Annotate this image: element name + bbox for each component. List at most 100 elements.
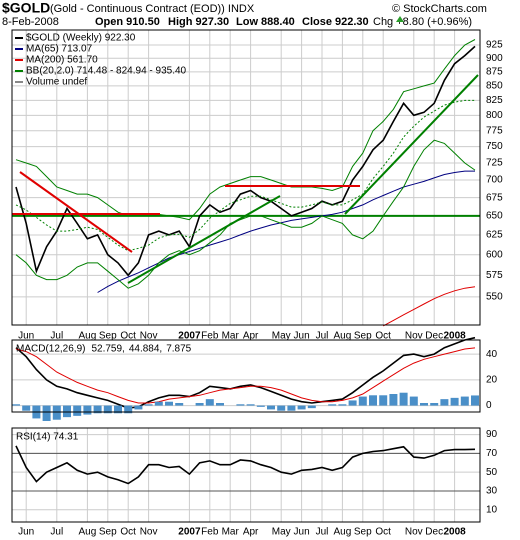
x-tick-label: Jul xyxy=(50,331,63,342)
histogram-bar xyxy=(420,403,428,406)
series-line xyxy=(15,45,476,277)
y-tick-label: 40 xyxy=(486,349,498,360)
legend-label: BB(20,2.0) 714.48 - 824.94 - 935.40 xyxy=(26,66,187,77)
panel xyxy=(12,428,480,522)
histogram-bar xyxy=(348,400,357,406)
legend-label: 52.759, xyxy=(91,344,124,355)
x-tick-label: 2007 xyxy=(178,331,201,342)
series-line xyxy=(15,347,476,404)
trendline xyxy=(19,171,133,253)
histogram-bar xyxy=(409,396,418,406)
histogram-bar xyxy=(42,405,51,421)
y-tick-label: 875 xyxy=(486,67,503,78)
y-tick-label: 600 xyxy=(486,249,503,260)
y-tick-label: 675 xyxy=(486,192,503,203)
histogram-bar xyxy=(277,405,286,411)
x-tick-label: Jul xyxy=(316,331,329,342)
x-tick-label: Apr xyxy=(243,331,259,342)
x-tick-label: Sep xyxy=(99,331,117,342)
histogram-bar xyxy=(369,395,377,406)
series-line xyxy=(15,445,476,485)
x-tick-label: Aug xyxy=(334,527,352,538)
y-tick-label: 30 xyxy=(486,486,498,497)
y-tick-label: 825 xyxy=(486,95,503,106)
histogram-bar xyxy=(165,401,173,406)
y-tick-label: 90 xyxy=(486,429,498,440)
series-line xyxy=(15,139,476,289)
histogram-bar xyxy=(450,397,459,406)
x-tick-label: Oct xyxy=(375,331,391,342)
y-tick-label: 20 xyxy=(486,374,498,385)
trendlines xyxy=(12,74,479,284)
close: Close 922.30 xyxy=(302,16,369,28)
series-line xyxy=(382,286,476,327)
y-tick-label: 775 xyxy=(486,125,503,136)
open: Open 910.50 xyxy=(95,16,160,28)
high: High 927.30 xyxy=(168,16,229,28)
y-tick-label: 50 xyxy=(486,467,498,478)
histogram-bar xyxy=(93,405,102,414)
series-line xyxy=(15,39,476,221)
x-tick-label: Nov xyxy=(140,527,158,538)
histogram-bar xyxy=(83,405,92,415)
histogram-bar xyxy=(287,405,296,411)
panel-border xyxy=(11,29,481,326)
histogram-bar xyxy=(358,396,367,406)
x-tick-label: Nov xyxy=(405,331,423,342)
panel-title: RSI(14) 74.31 xyxy=(16,432,79,443)
x-tick-label: Sep xyxy=(354,331,372,342)
trendline xyxy=(127,195,281,284)
y-tick-label: 800 xyxy=(486,110,503,121)
low: Low 888.40 xyxy=(236,16,295,28)
histogram-bar xyxy=(73,405,82,416)
y-tick-label: 900 xyxy=(486,53,503,64)
histogram-bar xyxy=(144,404,153,406)
histogram-bar xyxy=(52,405,61,420)
histogram-bar xyxy=(216,403,224,406)
symbol: $GOLD xyxy=(2,0,50,16)
x-tick-label: Dec xyxy=(425,331,443,342)
histogram-bar xyxy=(267,405,275,410)
x-tick-label: Sep xyxy=(99,527,117,538)
histogram-bar xyxy=(297,405,306,410)
x-tick-label: Oct xyxy=(375,527,391,538)
x-tick-label: Aug xyxy=(79,527,97,538)
x-tick-label: Dec xyxy=(425,527,443,538)
x-tick-label: Nov xyxy=(405,527,423,538)
histogram-bar xyxy=(103,405,112,414)
histogram-bar xyxy=(22,405,31,411)
histogram-bar xyxy=(205,399,214,406)
histogram-bar xyxy=(379,395,388,406)
histogram-bar xyxy=(460,396,469,406)
panel-title: MACD(12,26,9) xyxy=(16,344,85,355)
legend-label: $GOLD (Weekly) 922.30 xyxy=(26,33,136,44)
x-tick-label: Apr xyxy=(243,527,259,538)
x-tick-label: Nov xyxy=(140,331,158,342)
y-tick-label: 575 xyxy=(486,270,503,281)
legend-label: 7.875 xyxy=(166,344,191,355)
x-tick-label: 2008 xyxy=(443,331,466,342)
series-line xyxy=(15,99,475,252)
x-tick-label: Jul xyxy=(316,527,329,538)
histogram-bar xyxy=(124,405,133,414)
y-tick-label: 650 xyxy=(486,211,503,222)
change: Chg +8.80 (+0.96%) xyxy=(373,16,472,28)
y-tick-label: 750 xyxy=(486,141,503,152)
x-tick-label: Mar xyxy=(222,331,240,342)
date: 8-Feb-2008 xyxy=(2,16,59,28)
histogram-bar xyxy=(256,405,265,407)
y-tick-label: 725 xyxy=(486,158,503,169)
histogram-bar xyxy=(63,405,71,418)
y-tick-label: 850 xyxy=(486,81,503,92)
y-tick-label: 700 xyxy=(486,175,503,186)
histogram-bar xyxy=(328,404,337,406)
x-tick-label: Oct xyxy=(120,331,136,342)
legend-label: MA(65) 713.07 xyxy=(26,44,93,55)
y-tick-label: 625 xyxy=(486,230,503,241)
histogram-bar xyxy=(134,405,143,410)
histogram-bar xyxy=(154,401,163,406)
x-tick-label: Aug xyxy=(334,331,352,342)
legend-label: Volume undef xyxy=(26,77,87,88)
copyright: © StockCharts.com xyxy=(392,3,487,15)
